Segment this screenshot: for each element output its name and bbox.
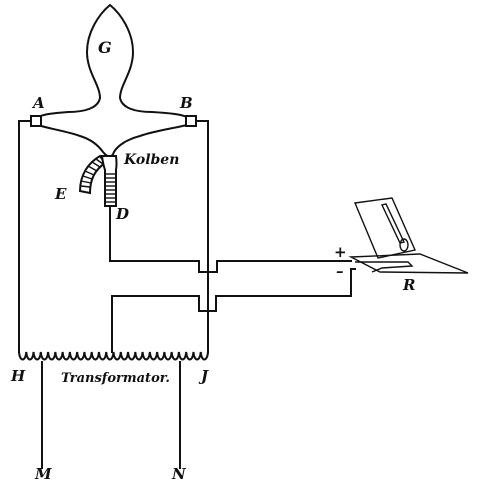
- label-b: B: [179, 94, 193, 112]
- label-minus: –: [336, 262, 344, 280]
- vacuum-bulb: [37, 3, 188, 158]
- label-a: A: [31, 94, 45, 112]
- label-h: H: [10, 367, 26, 385]
- label-e: E: [54, 185, 67, 203]
- interrupter-base-plate: [348, 253, 469, 274]
- transformer-coil: [17, 350, 210, 361]
- electrode-cap-b: [185, 115, 197, 127]
- interrupter-r: [348, 197, 469, 274]
- label-r: R: [402, 276, 415, 294]
- interrupter-contact-spring: [355, 261, 414, 273]
- interrupter-lever: [381, 203, 405, 244]
- label-d: D: [115, 205, 129, 223]
- electrode-stem-coil: [105, 173, 116, 203]
- wire-b-to-j: [195, 120, 209, 353]
- wire-a-to-h: [18, 120, 32, 353]
- label-m: M: [34, 465, 52, 483]
- wire-transformer-to-minus: [111, 268, 356, 353]
- label-g: G: [98, 38, 112, 57]
- interrupter-upright-plate: [354, 197, 416, 259]
- wire-d-to-plus: [109, 205, 352, 273]
- label-kolben: Kolben: [123, 152, 179, 168]
- label-transformator: Transformator.: [61, 371, 170, 386]
- label-plus: +: [334, 243, 347, 261]
- side-tube-coil: [80, 158, 104, 188]
- electrode-cap-a: [30, 115, 42, 127]
- interrupter-pivot: [399, 238, 409, 252]
- label-j: J: [198, 367, 209, 385]
- label-n: N: [171, 465, 187, 483]
